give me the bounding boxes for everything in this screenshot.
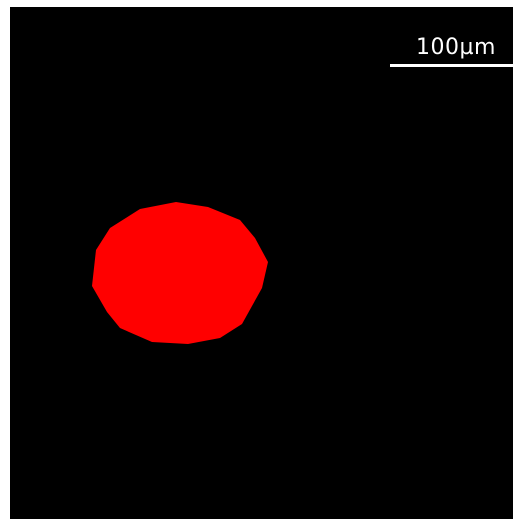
segmented-cell-blob — [92, 202, 268, 344]
scale-bar-line — [390, 64, 513, 67]
scale-bar-label: 100µm — [416, 35, 496, 60]
